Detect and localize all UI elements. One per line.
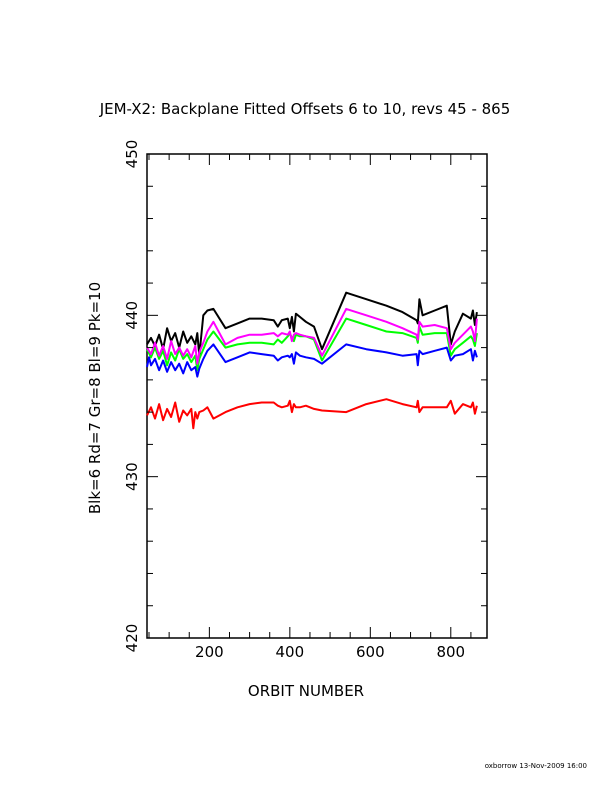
x-tick-label: 600 <box>356 643 385 661</box>
y-axis-label: Blk=6 Rd=7 Gr=8 Bl=9 Pk=10 <box>86 282 104 514</box>
chart-title: JEM-X2: Backplane Fitted Offsets 6 to 10… <box>99 100 511 118</box>
series-line-pk-10 <box>146 307 478 365</box>
series-line-bl-9 <box>146 343 478 378</box>
x-tick-label: 400 <box>276 643 305 661</box>
axis-layer: 200 400 600 800 420 430 440 450 <box>123 140 487 661</box>
y-tick-label: 420 <box>123 624 141 653</box>
x-tick-label: 800 <box>436 643 465 661</box>
plot-frame <box>146 153 488 639</box>
y-tick-label: 450 <box>123 140 141 169</box>
footer-credit: oxborrow 13-Nov-2009 16:00 <box>485 762 587 770</box>
x-tick-label: 200 <box>195 643 224 661</box>
x-axis-label: ORBIT NUMBER <box>248 682 364 700</box>
y-tick-label: 440 <box>123 301 141 330</box>
series-line-rd-7 <box>146 398 478 430</box>
y-tick-label: 430 <box>123 462 141 491</box>
series-layer <box>146 291 478 430</box>
series-line-blk-6 <box>146 291 478 357</box>
